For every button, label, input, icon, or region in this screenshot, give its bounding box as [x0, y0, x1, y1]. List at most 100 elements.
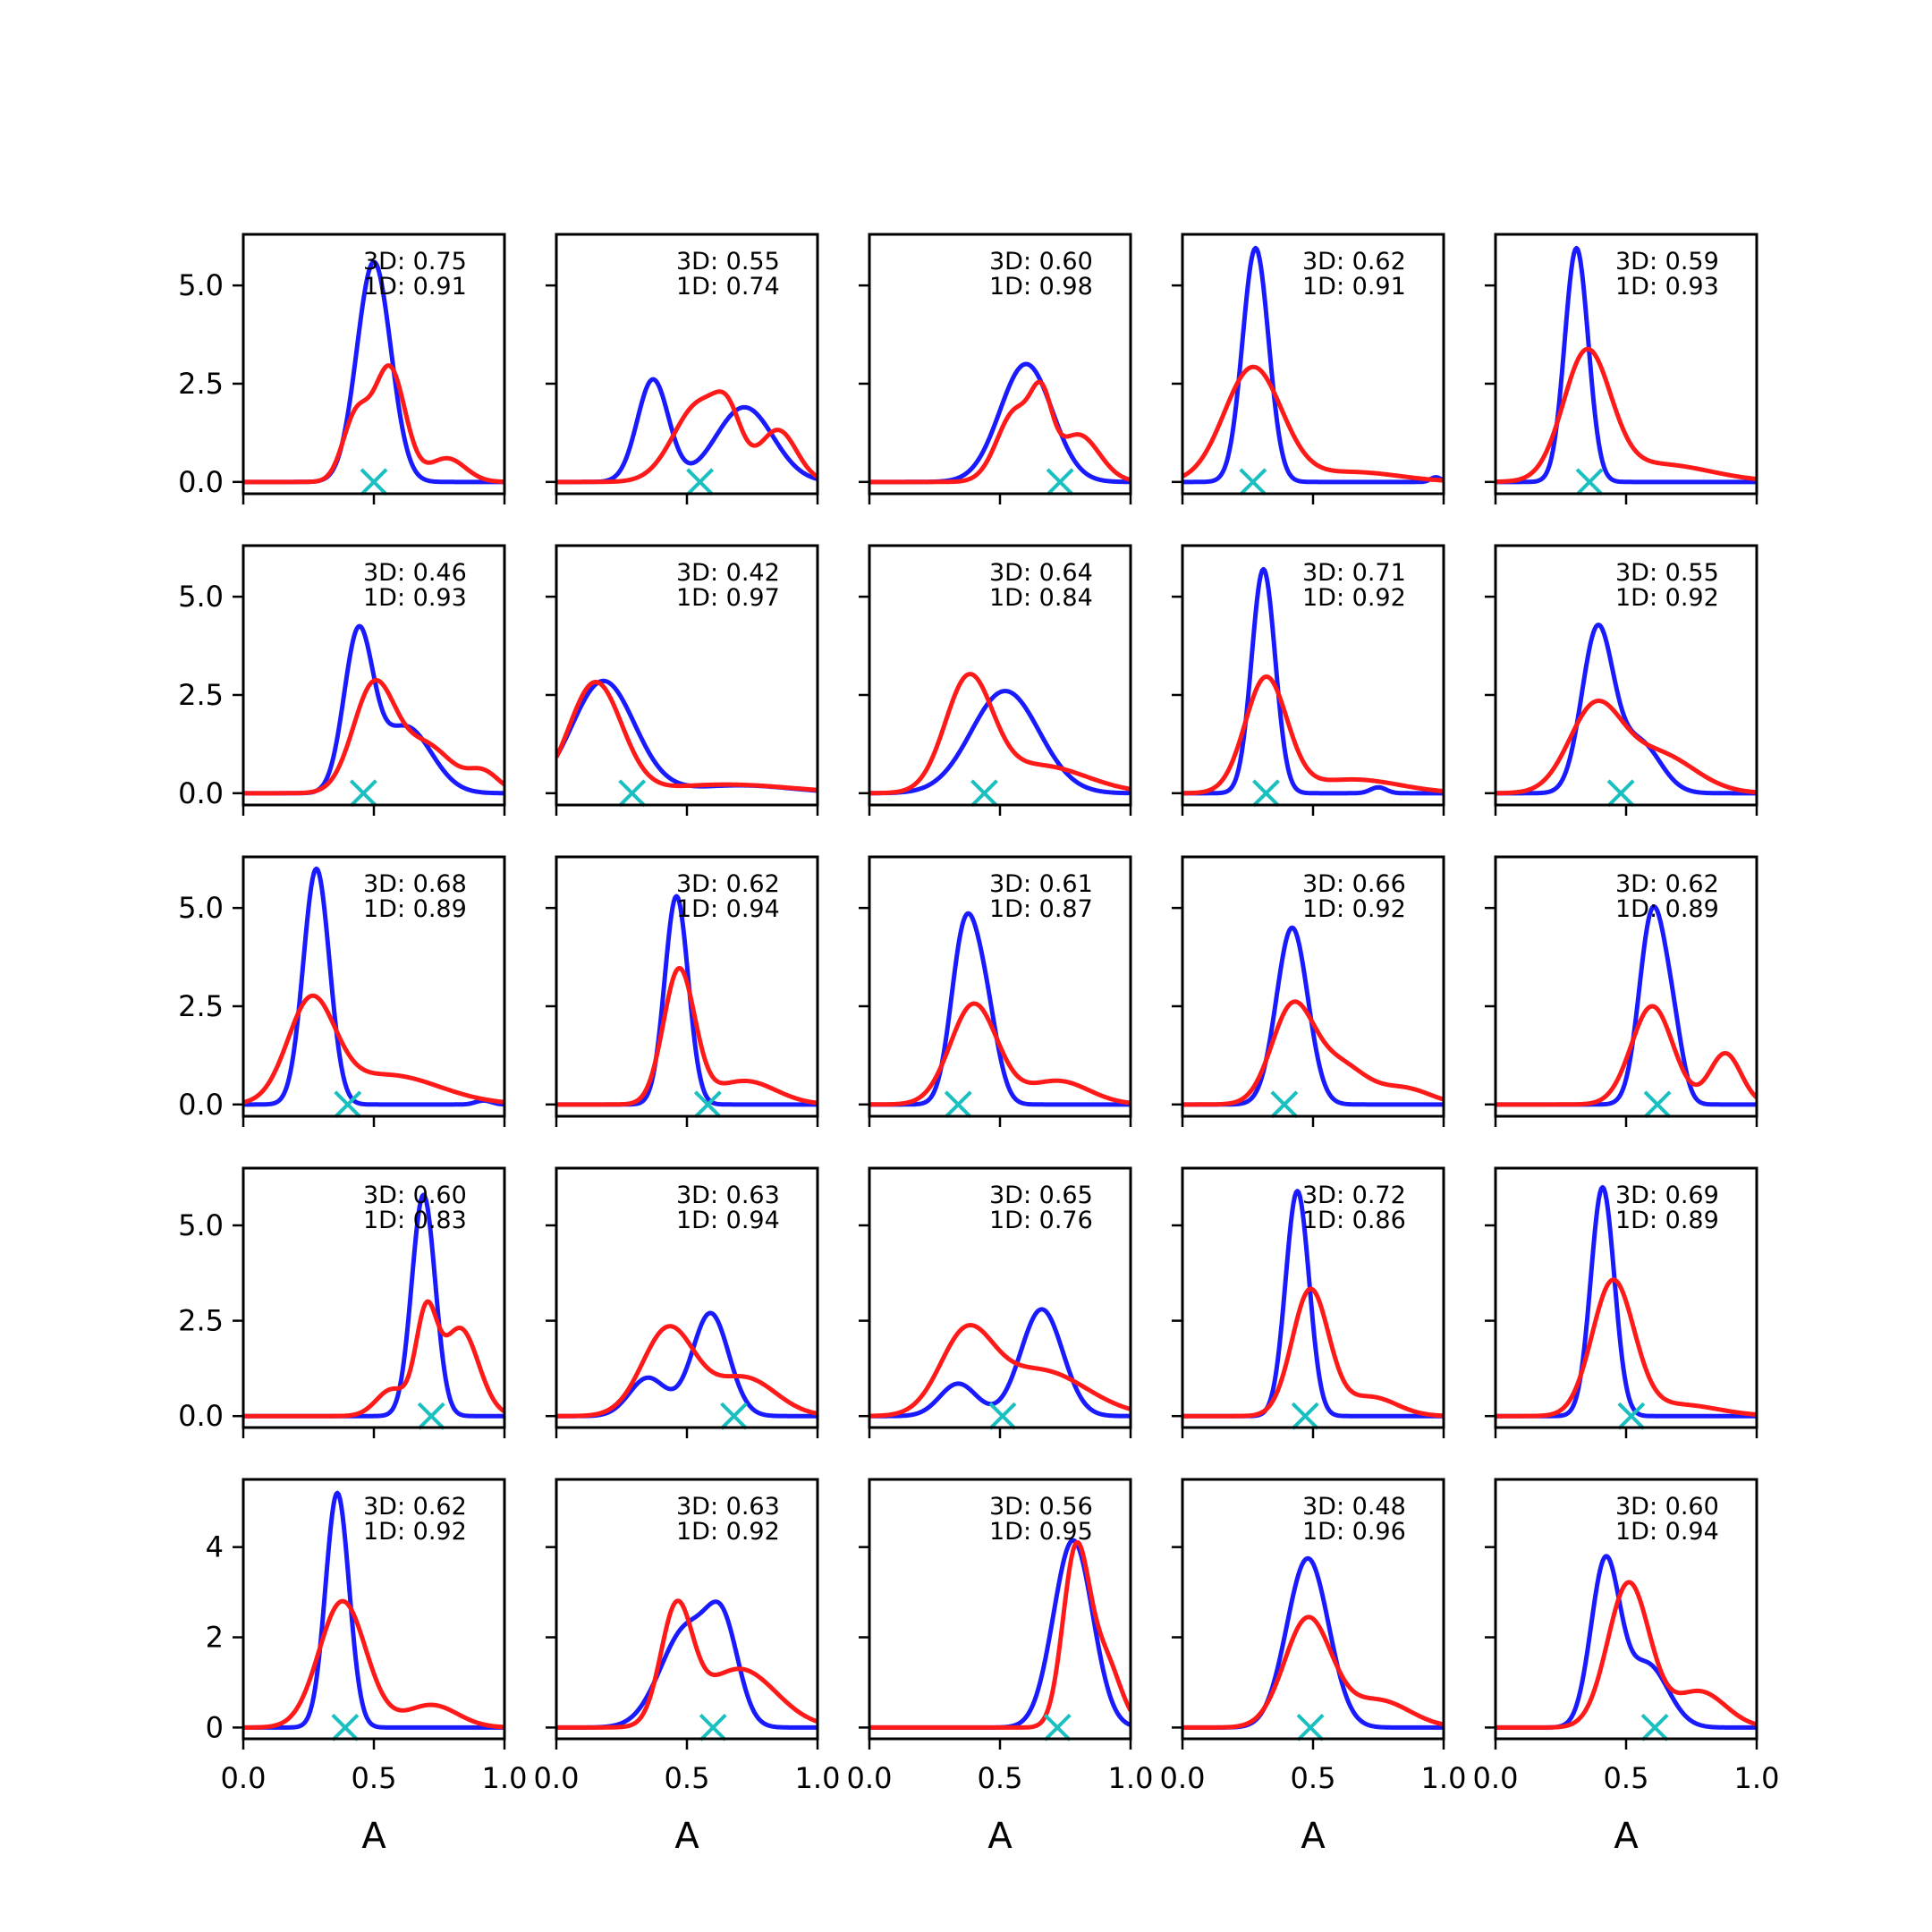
- reference-x-marker: [1617, 1402, 1646, 1430]
- annotation-3d: 3D: 0.61: [989, 870, 1093, 898]
- red-density-line: [1496, 699, 1757, 796]
- blue-density-line: [556, 1310, 818, 1419]
- reference-x-marker: [988, 1402, 1017, 1430]
- blue-density-line: [869, 911, 1131, 1107]
- y-tick-label: 2.5: [178, 367, 224, 401]
- reference-x-marker: [618, 779, 647, 808]
- annotation-3d: 3D: 0.60: [989, 248, 1093, 275]
- blue-density-line: [869, 1538, 1131, 1730]
- reference-x-marker: [1606, 779, 1635, 808]
- x-tick-label: 0.0: [534, 1761, 580, 1795]
- y-tick-label: 0.0: [178, 1088, 224, 1122]
- reference-x-marker: [334, 1090, 362, 1119]
- annotation-1d: 1D: 0.96: [1302, 1518, 1406, 1546]
- y-tick-label: 2: [206, 1621, 224, 1655]
- red-density-line: [556, 1324, 818, 1419]
- x-tick-label: 0.5: [978, 1761, 1023, 1795]
- reference-x-marker: [1239, 468, 1267, 496]
- y-tick-label: 2.5: [178, 678, 224, 712]
- x-tick-label: 0.0: [1473, 1761, 1519, 1795]
- red-density-line: [1496, 1004, 1757, 1107]
- reference-x-marker: [970, 779, 998, 808]
- annotation-3d: 3D: 0.62: [1302, 248, 1406, 275]
- red-density-line: [1182, 999, 1444, 1107]
- annotation-1d: 1D: 0.89: [1615, 1207, 1719, 1234]
- annotation-1d: 1D: 0.92: [1302, 895, 1406, 923]
- x-axis-label: A: [1614, 1816, 1639, 1857]
- x-tick-label: 0.5: [1291, 1761, 1336, 1795]
- annotation-1d: 1D: 0.92: [363, 1518, 467, 1546]
- x-tick-label: 0.5: [352, 1761, 397, 1795]
- y-tick-label: 5.0: [178, 580, 224, 614]
- red-density-line: [1496, 346, 1757, 485]
- annotation-3d: 3D: 0.63: [676, 1182, 780, 1209]
- blue-density-line: [1496, 904, 1757, 1107]
- annotation-1d: 1D: 0.97: [676, 584, 780, 612]
- y-tick-label: 4: [206, 1530, 224, 1564]
- red-density-line: [1496, 1580, 1757, 1730]
- annotation-3d: 3D: 0.60: [363, 1182, 467, 1209]
- reference-x-marker: [1270, 1090, 1299, 1119]
- x-tick-label: 1.0: [482, 1761, 528, 1795]
- annotation-3d: 3D: 0.62: [363, 1493, 467, 1521]
- annotation-1d: 1D: 0.98: [989, 273, 1093, 301]
- reference-x-marker: [1046, 468, 1074, 496]
- y-tick-label: 0.0: [178, 465, 224, 499]
- blue-density-line: [869, 1307, 1131, 1419]
- annotation-1d: 1D: 0.91: [1302, 273, 1406, 301]
- annotation-3d: 3D: 0.59: [1615, 248, 1719, 275]
- annotation-1d: 1D: 0.84: [989, 584, 1093, 612]
- red-density-line: [869, 672, 1131, 796]
- y-tick-label: 2.5: [178, 1304, 224, 1338]
- red-density-line: [869, 1323, 1131, 1419]
- annotation-3d: 3D: 0.69: [1615, 1182, 1719, 1209]
- red-density-line: [1182, 1614, 1444, 1730]
- x-tick-label: 1.0: [1108, 1761, 1154, 1795]
- red-density-line: [556, 389, 818, 485]
- red-density-line: [869, 1001, 1131, 1107]
- reference-x-marker: [349, 779, 377, 808]
- annotation-3d: 3D: 0.56: [989, 1493, 1093, 1521]
- red-density-line: [556, 1598, 818, 1730]
- x-axis-label: A: [674, 1816, 699, 1857]
- blue-density-line: [1496, 245, 1757, 485]
- annotation-3d: 3D: 0.62: [676, 870, 780, 898]
- blue-density-line: [869, 361, 1131, 485]
- y-tick-label: 2.5: [178, 989, 224, 1023]
- y-tick-label: 5.0: [178, 891, 224, 925]
- annotation-1d: 1D: 0.95: [989, 1518, 1093, 1546]
- red-density-line: [1182, 1286, 1444, 1419]
- red-density-line: [243, 993, 504, 1105]
- y-tick-label: 0.0: [178, 1399, 224, 1433]
- annotation-1d: 1D: 0.94: [676, 1207, 780, 1234]
- red-density-line: [243, 1299, 504, 1419]
- annotation-3d: 3D: 0.42: [676, 559, 780, 587]
- reference-x-marker: [1643, 1090, 1672, 1119]
- reference-x-marker: [693, 1090, 722, 1119]
- x-tick-label: 1.0: [1421, 1761, 1467, 1795]
- annotation-3d: 3D: 0.60: [1615, 1493, 1719, 1521]
- x-axis-label: A: [1301, 1816, 1326, 1857]
- x-axis-label: A: [987, 1816, 1013, 1857]
- blue-density-line: [243, 1490, 504, 1730]
- annotation-1d: 1D: 0.92: [1302, 584, 1406, 612]
- blue-density-line: [556, 678, 818, 793]
- annotation-1d: 1D: 0.94: [676, 895, 780, 923]
- x-tick-label: 0.0: [1160, 1761, 1206, 1795]
- annotation-3d: 3D: 0.64: [989, 559, 1093, 587]
- blue-density-line: [243, 866, 504, 1107]
- x-tick-label: 0.5: [665, 1761, 710, 1795]
- reference-x-marker: [1296, 1713, 1325, 1741]
